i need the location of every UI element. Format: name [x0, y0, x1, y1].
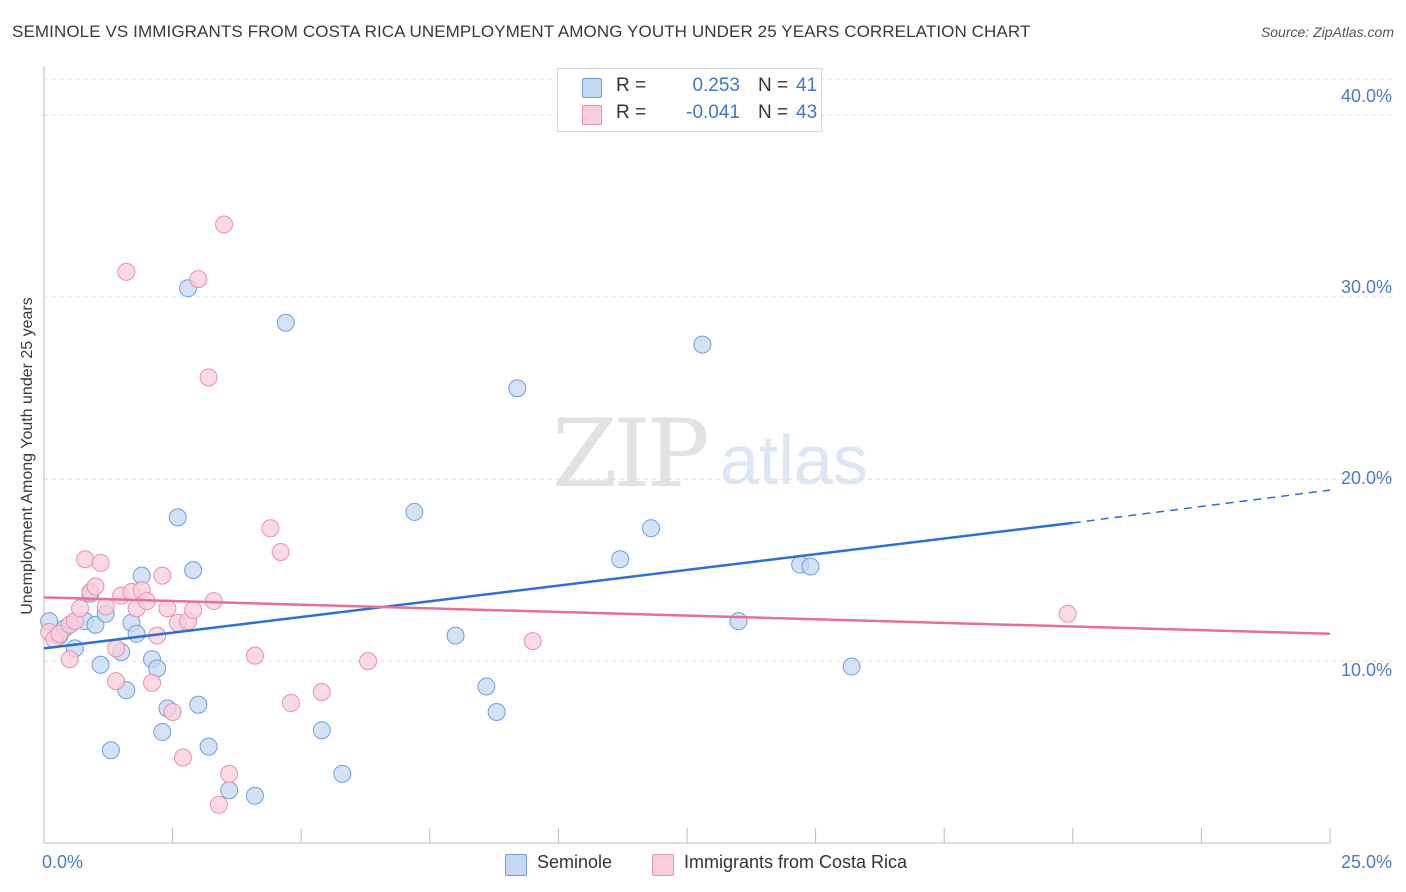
costa-rica-point: [76, 550, 95, 569]
r-label: R =: [616, 102, 647, 123]
costa-rica-point: [86, 577, 105, 596]
y-tick-40: 40.0%: [1340, 86, 1392, 106]
costa-rica-point: [153, 566, 172, 585]
seminole-point: [477, 677, 496, 696]
costa-rica-legend-label: Immigrants from Costa Rica: [684, 852, 908, 872]
seminole-legend-label: Seminole: [537, 852, 613, 872]
seminole-point: [220, 781, 239, 800]
seminole-legend-swatch: [505, 854, 527, 876]
costa-rica-point: [60, 650, 79, 669]
costa-rica-point: [199, 368, 218, 387]
seminole-point: [611, 550, 630, 569]
costa-rica-point: [158, 599, 177, 618]
costa-rica-point: [173, 748, 192, 767]
costa-rica-trend-line: [43, 596, 1331, 636]
seminole-point: [801, 557, 820, 576]
seminole-point: [508, 379, 527, 398]
y-tick-30: 30.0%: [1340, 277, 1392, 297]
source-label: Source: ZipAtlas.com: [1260, 24, 1394, 40]
seminole-point: [693, 335, 712, 354]
seminole-trend-extension: [1072, 489, 1331, 524]
seminole-point: [245, 786, 264, 805]
stats-legend: R = 0.253 N = 41 R = -0.041 N = 43: [557, 68, 822, 132]
costa-rica-point: [163, 703, 182, 722]
seminole-point: [405, 502, 424, 521]
seminole-point: [842, 657, 861, 676]
costa-rica-swatch: [582, 105, 602, 125]
seminole-point: [487, 703, 506, 722]
seminole-point: [276, 313, 295, 332]
costa-rica-point: [117, 262, 136, 281]
seminole-point: [641, 519, 660, 538]
seminole-swatch: [582, 78, 602, 98]
seminole-point: [184, 561, 203, 580]
n-label: N =: [758, 102, 789, 123]
costa-rica-point: [271, 542, 290, 561]
seminole-point: [153, 723, 172, 742]
costa-rica-point: [220, 764, 239, 783]
seminole-point: [312, 721, 331, 740]
seminole-point: [446, 626, 465, 645]
x-tick-max: 25.0%: [1340, 852, 1392, 872]
r-value: -0.041: [686, 102, 740, 123]
seminole-point: [333, 764, 352, 783]
costa-rica-point: [189, 270, 208, 289]
n-value: 41: [796, 75, 818, 96]
seminole-point: [189, 695, 208, 714]
costa-rica-point: [209, 795, 228, 814]
costa-rica-point: [312, 683, 331, 702]
costa-rica-point: [261, 519, 280, 538]
seminole-point: [91, 655, 110, 674]
n-value: 43: [796, 102, 818, 123]
costa-rica-point: [71, 599, 90, 618]
costa-rica-point: [215, 215, 234, 234]
costa-rica-point: [91, 553, 110, 572]
costa-rica-point: [281, 693, 300, 712]
costa-rica-point: [1058, 604, 1077, 623]
costa-rica-point: [359, 652, 378, 671]
costa-rica-legend-swatch: [652, 854, 674, 876]
y-tick-20: 20.0%: [1340, 468, 1392, 488]
watermark-zip: ZIP: [552, 400, 710, 509]
seminole-point: [101, 741, 120, 760]
chart-title: SEMINOLE VS IMMIGRANTS FROM COSTA RICA U…: [12, 22, 1031, 41]
costa-rica-point: [184, 601, 203, 620]
r-value: 0.253: [692, 75, 740, 96]
seminole-point: [168, 508, 187, 527]
seminole-trend-line: [43, 521, 1073, 650]
watermark-atlas: atlas: [720, 421, 868, 499]
seminole-point: [729, 612, 748, 631]
seminole-point: [127, 624, 146, 643]
costa-rica-point: [143, 673, 162, 692]
y-axis-label: Unemployment Among Youth under 25 years: [19, 297, 36, 615]
costa-rica-point: [107, 672, 126, 691]
r-label: R =: [616, 75, 647, 96]
seminole-point: [199, 737, 218, 756]
n-label: N =: [758, 75, 789, 96]
costa-rica-point: [523, 632, 542, 651]
y-tick-10: 10.0%: [1340, 660, 1392, 680]
costa-rica-point: [245, 646, 264, 665]
costa-rica-point: [107, 639, 126, 658]
x-tick-min: 0.0%: [42, 852, 84, 872]
